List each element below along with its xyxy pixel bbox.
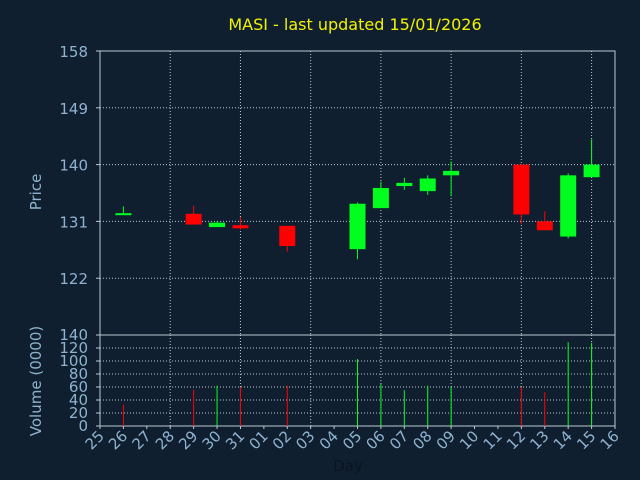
price-axis-label: Price	[27, 174, 45, 211]
day-tick-label: 13	[526, 427, 552, 453]
day-tick-label: 04	[316, 427, 342, 453]
candle-31	[232, 216, 249, 230]
volume-axis-label: Volume (0000)	[27, 326, 45, 436]
candle-09	[443, 161, 460, 197]
day-tick-label: 26	[105, 427, 131, 453]
day-tick-label: 29	[175, 427, 201, 453]
candle-07	[396, 177, 413, 190]
candle-15	[583, 139, 600, 178]
candle-body	[419, 178, 436, 192]
candle-30	[209, 221, 226, 228]
price-panel: 122 131 140 149 158	[59, 43, 616, 336]
candle-08	[419, 175, 436, 195]
candle-body	[443, 170, 460, 176]
day-tick-label: 12	[503, 427, 529, 453]
day-tick-label: 31	[222, 427, 248, 453]
price-tick-label: 158	[59, 43, 88, 61]
candle-body	[513, 164, 530, 215]
candle-12	[513, 164, 530, 224]
candle-13	[536, 211, 553, 231]
candle-body	[115, 213, 132, 216]
candle-29	[185, 205, 202, 225]
volume-tick-label: 140	[59, 326, 88, 344]
day-tick-label: 11	[480, 427, 506, 453]
price-tick-label: 131	[59, 213, 88, 231]
day-tick-label: 09	[433, 427, 459, 453]
candle-body	[279, 225, 296, 247]
price-tick-label: 149	[59, 100, 88, 118]
day-tick-label: 08	[409, 427, 435, 453]
day-tick-label: 16	[597, 427, 623, 453]
day-tick-label: 30	[199, 427, 225, 453]
volume-tick-label: 20	[69, 404, 88, 422]
candle-body	[560, 175, 577, 237]
day-tick-labels: 2526272829303101020304050607080910111213…	[82, 426, 623, 453]
candle-06	[372, 181, 389, 209]
candle-body	[232, 225, 249, 229]
candle-body	[583, 164, 600, 178]
day-tick-label: 02	[269, 427, 295, 453]
price-tick-label: 140	[59, 157, 88, 175]
day-tick-label: 28	[152, 427, 178, 453]
volume-tick-label: 40	[69, 391, 88, 409]
chart-title: MASI - last updated 15/01/2026	[228, 15, 481, 34]
day-tick-label: 07	[386, 427, 412, 453]
day-tick-label: 15	[573, 427, 599, 453]
candle-body	[349, 203, 366, 250]
day-tick-label: 06	[363, 427, 389, 453]
volume-tick-label: 100	[59, 352, 88, 370]
day-tick-label: 05	[339, 427, 365, 453]
candle-body	[372, 187, 389, 209]
day-tick-label: 03	[292, 427, 318, 453]
volume-tick-label: 60	[69, 378, 88, 396]
price-tick-label: 122	[59, 270, 88, 288]
candle-26	[115, 206, 132, 216]
volume-tick-label: 0	[78, 417, 88, 435]
candle-body	[209, 222, 226, 228]
volume-tick-label: 120	[59, 339, 88, 357]
candle-02	[279, 225, 296, 252]
candle-05	[349, 202, 366, 260]
day-tick-label: 14	[550, 427, 576, 453]
price-panel-frame	[99, 50, 616, 336]
candle-body	[185, 213, 202, 225]
day-tick-label: 01	[245, 427, 271, 453]
candle-body	[536, 221, 553, 231]
day-axis-label: Day	[333, 457, 363, 475]
day-tick-label: 10	[456, 427, 482, 453]
candle-body	[396, 182, 413, 187]
volume-tick-label: 80	[69, 365, 88, 383]
candle-14	[560, 173, 577, 239]
day-tick-label: 27	[128, 427, 154, 453]
